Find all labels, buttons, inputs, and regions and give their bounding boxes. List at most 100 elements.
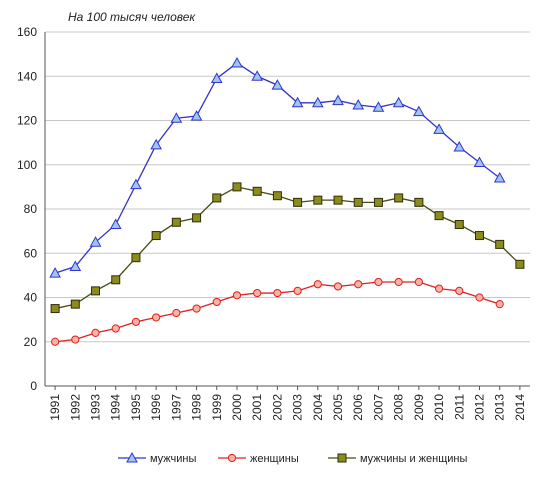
series-group xyxy=(49,56,525,346)
data-point xyxy=(131,253,141,263)
data-point xyxy=(273,288,282,298)
data-point xyxy=(293,197,303,207)
data-point xyxy=(232,291,242,300)
legend-item: женщины xyxy=(218,453,299,465)
data-point xyxy=(150,138,162,150)
chart-subtitle: На 100 тысяч человек xyxy=(68,10,196,24)
x-tick-label: 2003 xyxy=(291,394,305,421)
data-point xyxy=(51,337,60,346)
data-point xyxy=(333,195,343,205)
x-tick-label: 2005 xyxy=(331,394,345,421)
data-point xyxy=(170,112,183,123)
y-tick-label: 60 xyxy=(24,246,38,260)
x-axis-ticks: 1991 1992 1993 1994 1995 1996 1997 1998 1999 2000… xyxy=(48,386,527,421)
data-point xyxy=(91,328,100,337)
x-tick-label: 2011 xyxy=(452,394,466,420)
x-tick-label: 2012 xyxy=(472,394,486,421)
data-point xyxy=(152,313,161,322)
data-point xyxy=(251,70,264,81)
data-point xyxy=(413,105,425,117)
data-point xyxy=(414,277,423,287)
data-point xyxy=(473,156,486,168)
data-point xyxy=(271,79,284,90)
data-point xyxy=(372,101,385,112)
data-point xyxy=(272,191,282,201)
data-point xyxy=(354,280,363,289)
data-point xyxy=(71,335,80,344)
x-tick-label: 2008 xyxy=(392,394,406,421)
legend-label: мужчины и женщины xyxy=(360,453,467,465)
y-tick-label: 20 xyxy=(24,335,38,349)
y-axis-ticks: 0 20 40 60 80 100 120 140 160 xyxy=(17,25,37,393)
data-point xyxy=(232,182,242,192)
data-point xyxy=(434,211,444,221)
x-tick-label: 2007 xyxy=(371,394,385,421)
axes xyxy=(44,32,530,387)
y-tick-label: 120 xyxy=(17,114,37,128)
y-tick-label: 40 xyxy=(24,291,38,305)
series-3 xyxy=(50,182,525,314)
x-tick-label: 1996 xyxy=(149,394,163,421)
data-point xyxy=(293,286,302,295)
data-point xyxy=(455,286,464,295)
legend-label: мужчины xyxy=(150,453,196,465)
data-point xyxy=(212,193,222,203)
x-tick-label: 2000 xyxy=(230,394,244,421)
data-point xyxy=(69,260,82,272)
data-point xyxy=(111,275,121,285)
x-tick-label: 1997 xyxy=(169,394,183,421)
data-point xyxy=(109,218,122,229)
y-tick-label: 80 xyxy=(24,202,38,216)
x-tick-label: 2002 xyxy=(270,394,284,421)
x-tick-label: 2010 xyxy=(432,394,446,421)
data-point xyxy=(453,141,466,152)
x-tick-label: 2009 xyxy=(412,394,426,421)
x-tick-label: 2001 xyxy=(250,394,264,421)
x-tick-label: 1993 xyxy=(89,394,103,421)
data-point xyxy=(495,300,504,309)
data-point xyxy=(210,72,223,83)
data-point xyxy=(171,217,181,227)
data-point xyxy=(190,110,203,121)
data-point xyxy=(172,308,181,318)
data-point xyxy=(374,277,383,287)
data-point xyxy=(151,231,161,241)
legend-marker xyxy=(227,453,237,463)
data-point xyxy=(130,178,142,190)
y-tick-label: 160 xyxy=(17,25,37,39)
y-tick-label: 140 xyxy=(17,69,37,83)
data-point xyxy=(373,197,383,207)
x-tick-label: 2006 xyxy=(351,394,365,421)
data-point xyxy=(313,195,323,205)
x-tick-label: 2004 xyxy=(311,394,325,421)
x-tick-label: 1998 xyxy=(190,394,204,421)
legend-label: женщины xyxy=(250,453,299,465)
data-point xyxy=(454,219,464,229)
series-1 xyxy=(49,56,506,278)
data-point xyxy=(352,98,365,110)
data-point xyxy=(212,297,221,307)
data-point xyxy=(333,282,343,291)
data-point xyxy=(392,96,405,108)
data-point xyxy=(192,213,202,223)
data-point xyxy=(332,94,344,106)
data-point xyxy=(253,288,262,298)
data-point xyxy=(311,96,324,108)
data-point xyxy=(91,286,101,296)
data-point xyxy=(394,277,403,287)
x-tick-label: 2014 xyxy=(513,394,527,421)
data-point xyxy=(353,197,363,207)
x-tick-label: 1995 xyxy=(129,394,143,421)
data-point xyxy=(111,324,120,333)
data-point xyxy=(493,171,506,183)
data-point xyxy=(291,96,304,108)
data-point xyxy=(433,123,445,134)
legend-marker xyxy=(126,451,138,463)
data-point xyxy=(192,304,201,313)
y-tick-label: 0 xyxy=(30,379,37,393)
data-point xyxy=(474,231,484,241)
x-tick-label: 1991 xyxy=(48,394,62,421)
data-point xyxy=(394,193,404,203)
legend-item: мужчины xyxy=(118,451,196,465)
